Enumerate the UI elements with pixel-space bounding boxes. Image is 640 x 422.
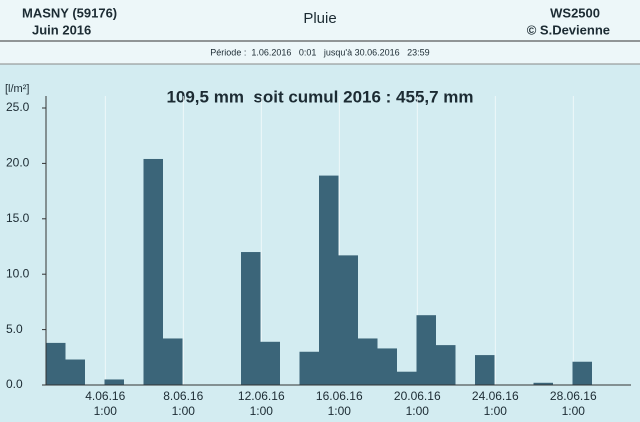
bar [65,359,85,385]
bar [104,379,124,385]
x-tick-label: 16.06.16 1:00 [315,389,363,418]
device: WS2500 [550,5,600,20]
bar [377,348,397,385]
bar [46,342,66,385]
annotation: 109,5 mm soit cumul 2016 : 455,7 mm [166,87,473,106]
x-tick-label: 24.06.16 1:00 [471,389,519,418]
y-tick-label: 10.0 [6,266,30,280]
x-tick-label: 20.06.16 1:00 [393,389,441,418]
y-axis-label: [l/m²] [5,83,29,95]
bar [299,351,319,385]
y-tick-label: 15.0 [6,211,30,225]
bar [533,382,553,385]
bar [397,371,417,385]
bar [475,355,495,385]
header-bg [0,0,640,64]
x-tick-label: 28.06.16 1:00 [549,389,597,418]
month: Juin 2016 [32,22,91,37]
x-tick-label: 12.06.16 1:00 [237,389,285,418]
bar [416,315,436,385]
x-tick-label: 4.06.16 1:00 [85,389,126,418]
bar [163,338,183,385]
station: MASNY (59176) [22,5,117,20]
bar [260,341,280,385]
chart-title: Pluie [303,10,336,27]
y-tick-label: 5.0 [6,322,23,336]
bar [572,361,592,385]
bar [143,158,163,385]
y-tick-label: 20.0 [6,156,30,170]
bar [436,345,456,385]
author: © S.Devienne [527,22,610,37]
bar [241,252,261,385]
y-tick-label: 0.0 [6,377,23,391]
bar [319,175,339,385]
bar [358,338,378,385]
bar [338,255,358,385]
y-tick-label: 25.0 [6,100,30,114]
x-tick-label: 8.06.16 1:00 [163,389,204,418]
period: Période : 1.06.2016 0:01 jusqu'à 30.06.2… [210,47,429,57]
